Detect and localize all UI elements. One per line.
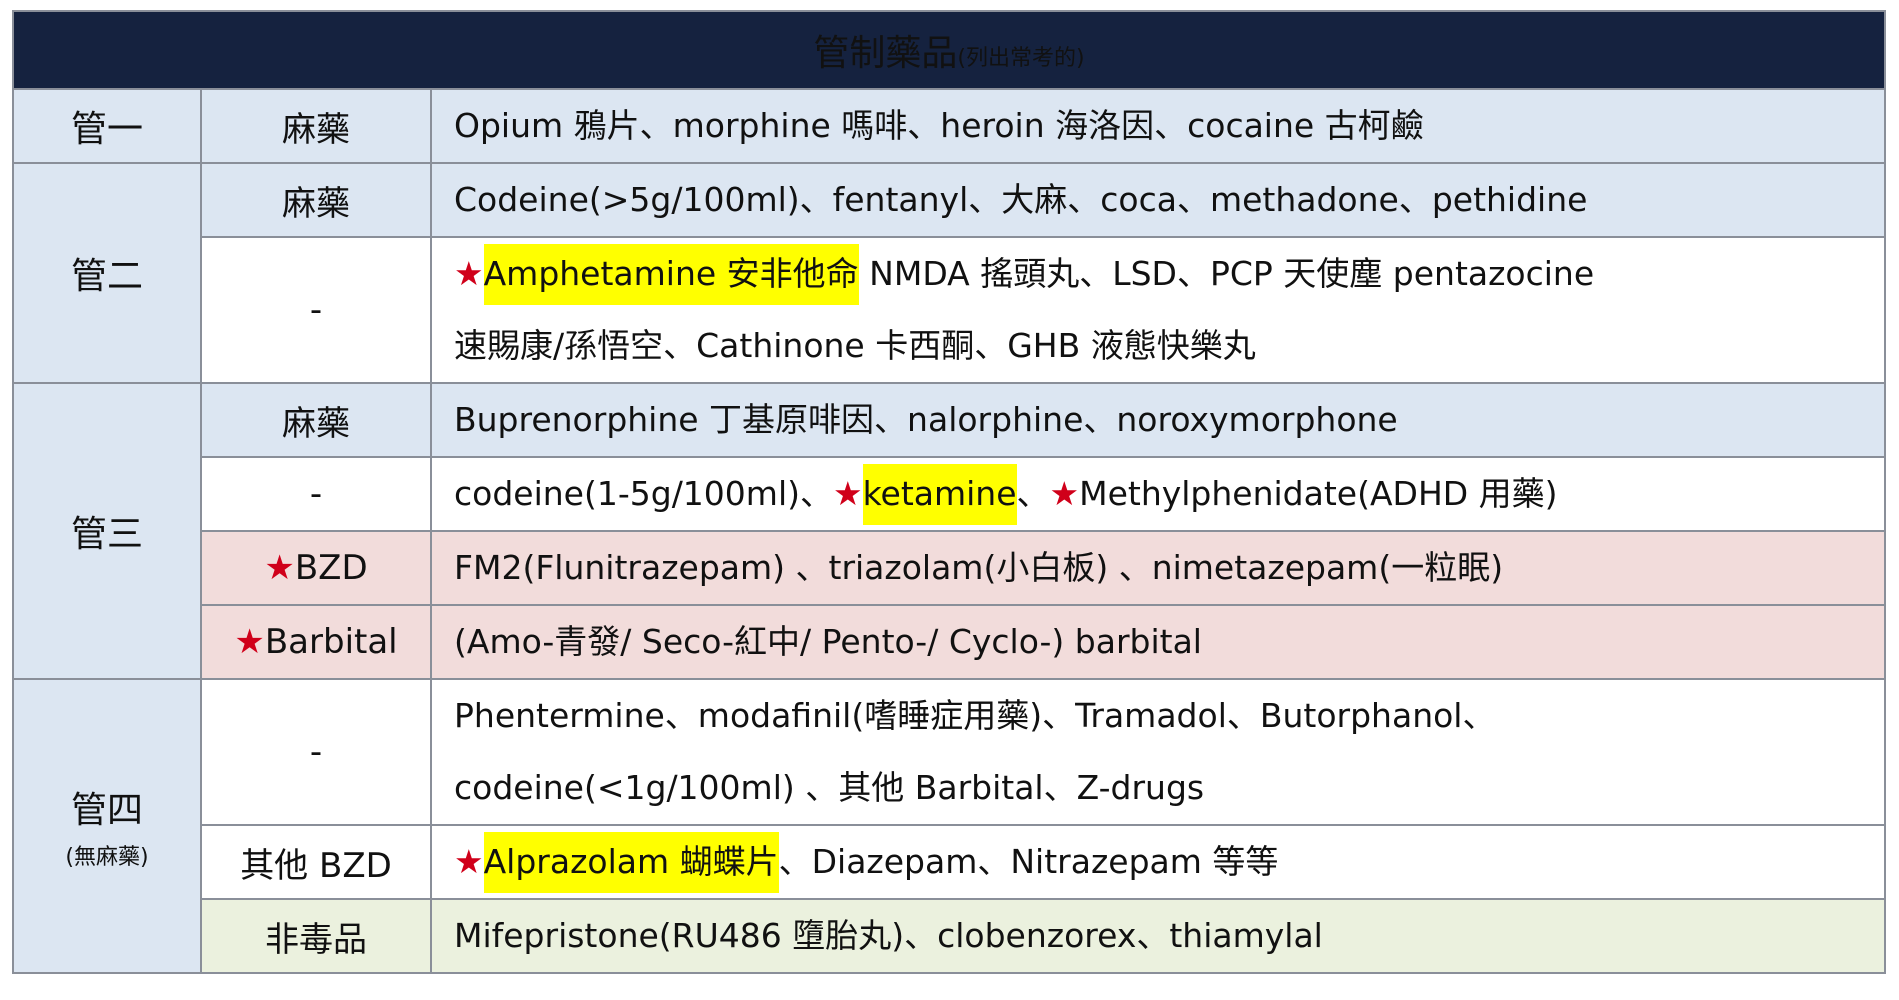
drug-list-line: ★Alprazolam 蝴蝶片、Diazepam、Nitrazepam 等等 <box>454 826 1884 898</box>
table-row: 管一 麻藥 Opium 鴉片、morphine 嗎啡、heroin 海洛因、coca… <box>12 88 1886 164</box>
star-icon: ★ <box>1049 474 1080 513</box>
drug-list-cell: Mifepristone(RU486 墮胎丸)、clobenzorex、thia… <box>430 898 1886 974</box>
drug-text: Codeine(>5g/100ml)、fentanyl、大麻、coca、meth… <box>454 180 1588 219</box>
drug-list-line: Codeine(>5g/100ml)、fentanyl、大麻、coca、meth… <box>454 164 1884 236</box>
category-cell: ★Barbital <box>200 604 432 680</box>
category-cell: 麻藥 <box>200 162 432 238</box>
drug-list-line: codeine(<1g/100ml) 、其他 Barbital、Z-drugs <box>454 752 1884 824</box>
schedule-label: 管四 <box>70 790 143 831</box>
table-body: 管一 麻藥 Opium 鴉片、morphine 嗎啡、heroin 海洛因、coca… <box>12 88 1886 974</box>
drug-list-cell: ★Amphetamine 安非他命 NMDA 搖頭丸、LSD、PCP 天使塵 p… <box>430 236 1886 384</box>
drug-list-cell: ★Alprazolam 蝴蝶片、Diazepam、Nitrazepam 等等 <box>430 824 1886 900</box>
category-cell: - <box>200 236 432 384</box>
category-cell: ★BZD <box>200 530 432 606</box>
table-title: 管制藥品(列出常考的) <box>12 10 1886 90</box>
drug-list-line: Phentermine、modafinil(嗜睡症用藥)、Tramadol、Bu… <box>454 680 1884 752</box>
category-label: 麻藥 <box>282 183 350 224</box>
drug-text: Opium 鴉片、morphine 嗎啡、heroin 海洛因、cocaine … <box>454 106 1424 145</box>
drug-text: codeine(<1g/100ml) 、其他 Barbital、Z-drugs <box>454 768 1205 807</box>
drug-text: Methylphenidate(ADHD 用藥) <box>1079 474 1558 513</box>
category-label: 非毒品 <box>265 919 367 960</box>
category-label: 麻藥 <box>282 109 350 150</box>
drug-list-line: codeine(1-5g/100ml)、★ketamine、★Methylphe… <box>454 458 1884 530</box>
schedule-label: 管一 <box>70 109 143 150</box>
table-row: ★BZD FM2(Flunitrazepam) 、triazolam(小白板) 、… <box>13 530 1886 606</box>
category-label: - <box>309 290 323 330</box>
table-title-main: 管制藥品 <box>813 33 958 74</box>
drug-text: Buprenorphine 丁基原啡因、nalorphine、noroxymor… <box>454 400 1398 439</box>
table-title-sub: (列出常考的) <box>957 46 1085 71</box>
highlighted-drug: Amphetamine 安非他命 <box>483 244 859 305</box>
drug-text: FM2(Flunitrazepam) 、triazolam(小白板) 、nime… <box>454 548 1504 587</box>
controlled-drugs-table: 管制藥品(列出常考的) 管一 麻藥 Opium 鴉片、morphine 嗎啡、her… <box>12 10 1886 974</box>
drug-text: 速賜康/孫悟空、Cathinone 卡西酮、GHB 液態快樂丸 <box>454 326 1256 365</box>
table-row: 管三 麻藥 Buprenorphine 丁基原啡因、nalorphine、norox… <box>12 382 1886 680</box>
drug-text: Phentermine、modafinil(嗜睡症用藥)、Tramadol、Bu… <box>454 696 1496 735</box>
drug-text: Mifepristone(RU486 墮胎丸)、clobenzorex、thia… <box>454 916 1323 955</box>
highlighted-drug: ketamine <box>862 464 1017 525</box>
drug-list-cell: Phentermine、modafinil(嗜睡症用藥)、Tramadol、Bu… <box>430 678 1886 826</box>
category-cell: - <box>200 678 432 826</box>
category-label: BZD <box>294 548 368 588</box>
table-row: - ★Amphetamine 安非他命 NMDA 搖頭丸、LSD、PCP 天使塵 … <box>13 236 1886 384</box>
table-row: 非毒品 Mifepristone(RU486 墮胎丸)、clobenzorex、t… <box>13 898 1886 974</box>
category-label: Barbital <box>264 622 398 662</box>
schedule-cell: 管二 <box>12 162 202 384</box>
drug-text: NMDA 搖頭丸、LSD、PCP 天使塵 pentazocine <box>858 254 1595 293</box>
category-label: 其他 BZD <box>240 845 392 886</box>
schedule-label: 管三 <box>70 514 143 555</box>
drug-text: codeine(1-5g/100ml)、 <box>454 474 833 513</box>
table-row: ★Barbital (Amo-青發/ Seco-紅中/ Pento-/ Cyclo… <box>13 604 1886 680</box>
table-row: 管二 麻藥 Codeine(>5g/100ml)、fentanyl、大麻、coca、… <box>12 162 1886 384</box>
drug-list-line: FM2(Flunitrazepam) 、triazolam(小白板) 、nime… <box>454 532 1884 604</box>
table-header-row: 管制藥品(列出常考的) <box>12 10 1886 90</box>
category-cell: - <box>200 456 432 532</box>
drug-list-cell: FM2(Flunitrazepam) 、triazolam(小白板) 、nime… <box>430 530 1886 606</box>
drug-text: (Amo-青發/ Seco-紅中/ Pento-/ Cyclo-) barbit… <box>454 622 1202 661</box>
category-label: 麻藥 <box>282 403 350 444</box>
category-cell: 其他 BZD <box>200 824 432 900</box>
star-icon: ★ <box>454 842 484 881</box>
category-cell: 麻藥 <box>200 382 432 458</box>
drug-text: 、Diazepam、Nitrazepam 等等 <box>778 842 1279 881</box>
schedule-cell: 管四 (無麻藥) <box>12 678 202 974</box>
table-row: - codeine(1-5g/100ml)、★ketamine、★Methylph… <box>13 456 1886 532</box>
schedule-cell: 管一 <box>12 88 202 164</box>
drug-list-line: Mifepristone(RU486 墮胎丸)、clobenzorex、thia… <box>454 900 1884 972</box>
star-icon: ★ <box>832 474 863 513</box>
drug-text: 、 <box>1016 474 1050 513</box>
table-row: 其他 BZD ★Alprazolam 蝴蝶片、Diazepam、Nitrazepa… <box>13 824 1886 900</box>
star-icon: ★ <box>234 622 265 662</box>
category-cell: 麻藥 <box>200 88 432 164</box>
schedule-label: 管二 <box>70 256 143 297</box>
star-icon: ★ <box>454 254 484 293</box>
category-label: - <box>309 474 323 514</box>
drug-list-cell: (Amo-青發/ Seco-紅中/ Pento-/ Cyclo-) barbit… <box>430 604 1886 680</box>
drug-list-line: ★Amphetamine 安非他命 NMDA 搖頭丸、LSD、PCP 天使塵 p… <box>454 238 1884 310</box>
star-icon: ★ <box>264 548 295 588</box>
drug-list-line: Opium 鴉片、morphine 嗎啡、heroin 海洛因、cocaine … <box>454 90 1884 162</box>
drug-list-line: Buprenorphine 丁基原啡因、nalorphine、noroxymor… <box>454 384 1884 456</box>
category-label: - <box>309 732 323 772</box>
schedule-cell: 管三 <box>12 382 202 680</box>
drug-list-cell: Buprenorphine 丁基原啡因、nalorphine、noroxymor… <box>430 382 1886 458</box>
highlighted-drug: Alprazolam 蝴蝶片 <box>483 832 779 893</box>
drug-list-line: (Amo-青發/ Seco-紅中/ Pento-/ Cyclo-) barbit… <box>454 606 1884 678</box>
drug-list-cell: Opium 鴉片、morphine 嗎啡、heroin 海洛因、cocaine … <box>430 88 1886 164</box>
drug-list-line: 速賜康/孫悟空、Cathinone 卡西酮、GHB 液態快樂丸 <box>454 310 1884 382</box>
drug-list-cell: codeine(1-5g/100ml)、★ketamine、★Methylphe… <box>430 456 1886 532</box>
schedule-note: (無麻藥) <box>65 845 149 870</box>
drug-list-cell: Codeine(>5g/100ml)、fentanyl、大麻、coca、meth… <box>430 162 1886 238</box>
table-row: 管四 (無麻藥) - Phentermine、modafinil(嗜睡症用藥)、Tra… <box>12 678 1886 974</box>
category-cell: 非毒品 <box>200 898 432 974</box>
